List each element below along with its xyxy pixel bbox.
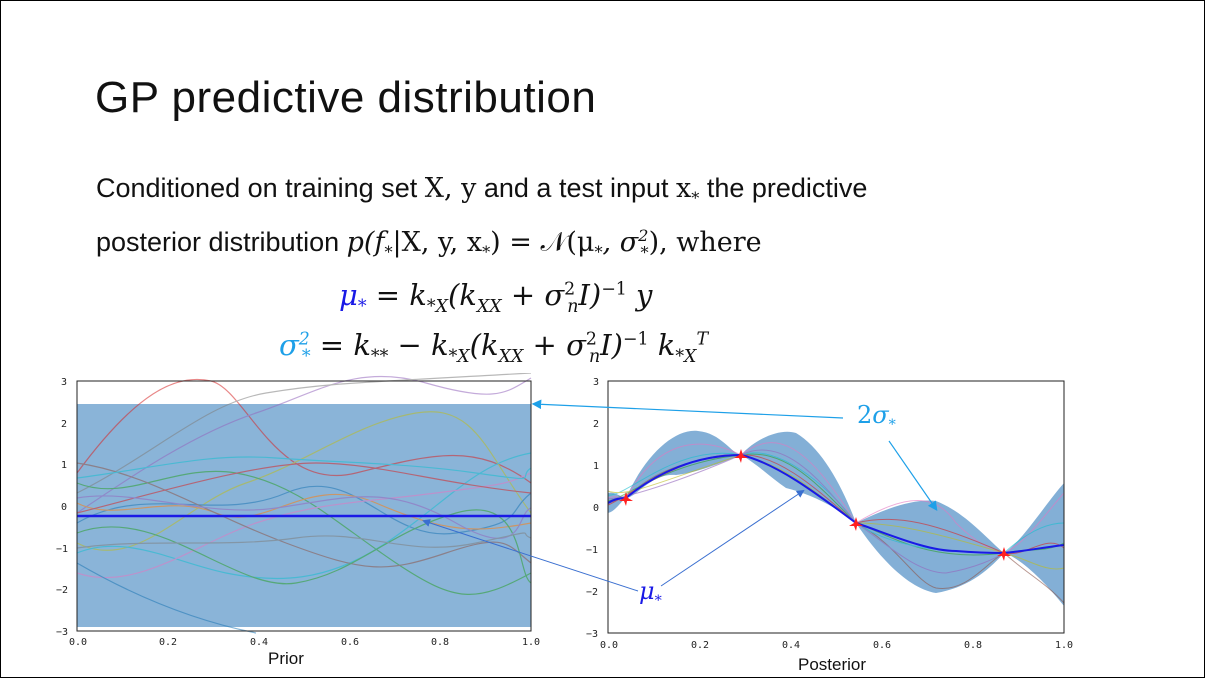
svg-text:−1: −1 (586, 545, 598, 556)
svg-text:1: 1 (61, 460, 67, 471)
svg-text:0: 0 (593, 503, 599, 514)
svg-text:1.0: 1.0 (1055, 640, 1073, 651)
posterior-training-points (619, 449, 1011, 561)
prior-axes-frame (76, 380, 532, 632)
prior-samples (76, 373, 532, 634)
body-text: Conditioned on training set X, y and a t… (96, 169, 867, 272)
prior-x-label: Prior (268, 649, 304, 668)
equation-variance: σ2* = k** − k*X(kXX + σ2nI)−1 k*XT (279, 328, 709, 367)
svg-text:3: 3 (593, 377, 599, 388)
svg-text:3: 3 (61, 377, 67, 388)
svg-text:0.8: 0.8 (964, 640, 982, 651)
body-text-fragment: the predictive (699, 173, 868, 203)
svg-text:0.2: 0.2 (159, 637, 177, 648)
annotation-mu: μ* (639, 577, 662, 609)
equation-mean: μ* = k*X(kXX + σ2nI)−1 y (339, 278, 653, 317)
svg-text:0: 0 (61, 502, 67, 513)
svg-text:−3: −3 (586, 629, 598, 640)
svg-text:0.8: 0.8 (431, 637, 449, 648)
posterior-mean-line (607, 453, 1065, 555)
posterior-chart: 3 2 1 0 −1 −2 −3 0.0 0.2 0.4 0.6 0.8 1.0 (586, 377, 1073, 651)
body-line-1: Conditioned on training set X, y and a t… (96, 169, 867, 217)
body-text-fragment: posterior distribution (96, 227, 347, 258)
svg-text:0.2: 0.2 (691, 640, 709, 651)
posterior-axes-frame (607, 380, 1065, 634)
body-text-fragment: Conditioned on training set (96, 173, 425, 203)
sigma-arrow-to-posterior (888, 440, 938, 511)
mu-arrow-to-prior (422, 519, 639, 592)
prior-x-axis-ticks: 0.0 0.2 0.4 0.6 0.8 1.0 (69, 637, 540, 648)
prior-y-axis-ticks: 3 2 1 0 −1 −2 −3 (56, 377, 68, 638)
posterior-y-axis-ticks: 3 2 1 0 −1 −2 −3 (586, 377, 599, 640)
svg-text:0.0: 0.0 (69, 637, 87, 648)
mu-arrow-to-posterior (660, 489, 805, 587)
svg-text:0.6: 0.6 (873, 640, 891, 651)
math-x-star: x* (676, 173, 700, 208)
posterior-x-axis-ticks: 0.0 0.2 0.4 0.6 0.8 1.0 (600, 640, 1073, 651)
annotation-2sigma: 22σσ* (857, 401, 896, 433)
svg-text:0.6: 0.6 (341, 637, 359, 648)
body-line-2: posterior distribution p(f*|X, y, x*) = … (96, 217, 867, 271)
posterior-x-label: Posterior (798, 655, 867, 674)
math-X-y: X, y (424, 173, 477, 204)
svg-text:1.0: 1.0 (522, 637, 540, 648)
posterior-confidence-band (608, 430, 1064, 606)
posterior-formula: p(f*|X, y, x*) = 𝒩(μ*, σ2*), where (346, 226, 762, 262)
svg-text:2: 2 (593, 419, 599, 430)
svg-text:−1: −1 (56, 544, 68, 555)
svg-text:0.4: 0.4 (782, 640, 800, 651)
sigma-arrow-to-prior (531, 399, 844, 419)
prior-chart: 3 2 1 0 −1 −2 −3 0.0 0.2 0.4 0.6 0.8 1.0 (56, 373, 540, 648)
svg-text:0.0: 0.0 (600, 640, 618, 651)
svg-text:2: 2 (61, 419, 67, 430)
svg-text:−3: −3 (56, 627, 68, 638)
svg-text:0.4: 0.4 (250, 637, 268, 648)
svg-text:1: 1 (593, 461, 599, 472)
svg-text:−2: −2 (56, 585, 68, 596)
slide-title: GP predictive distribution (95, 73, 597, 122)
svg-text:−2: −2 (586, 587, 598, 598)
body-text-fragment: and a test input (476, 173, 677, 203)
